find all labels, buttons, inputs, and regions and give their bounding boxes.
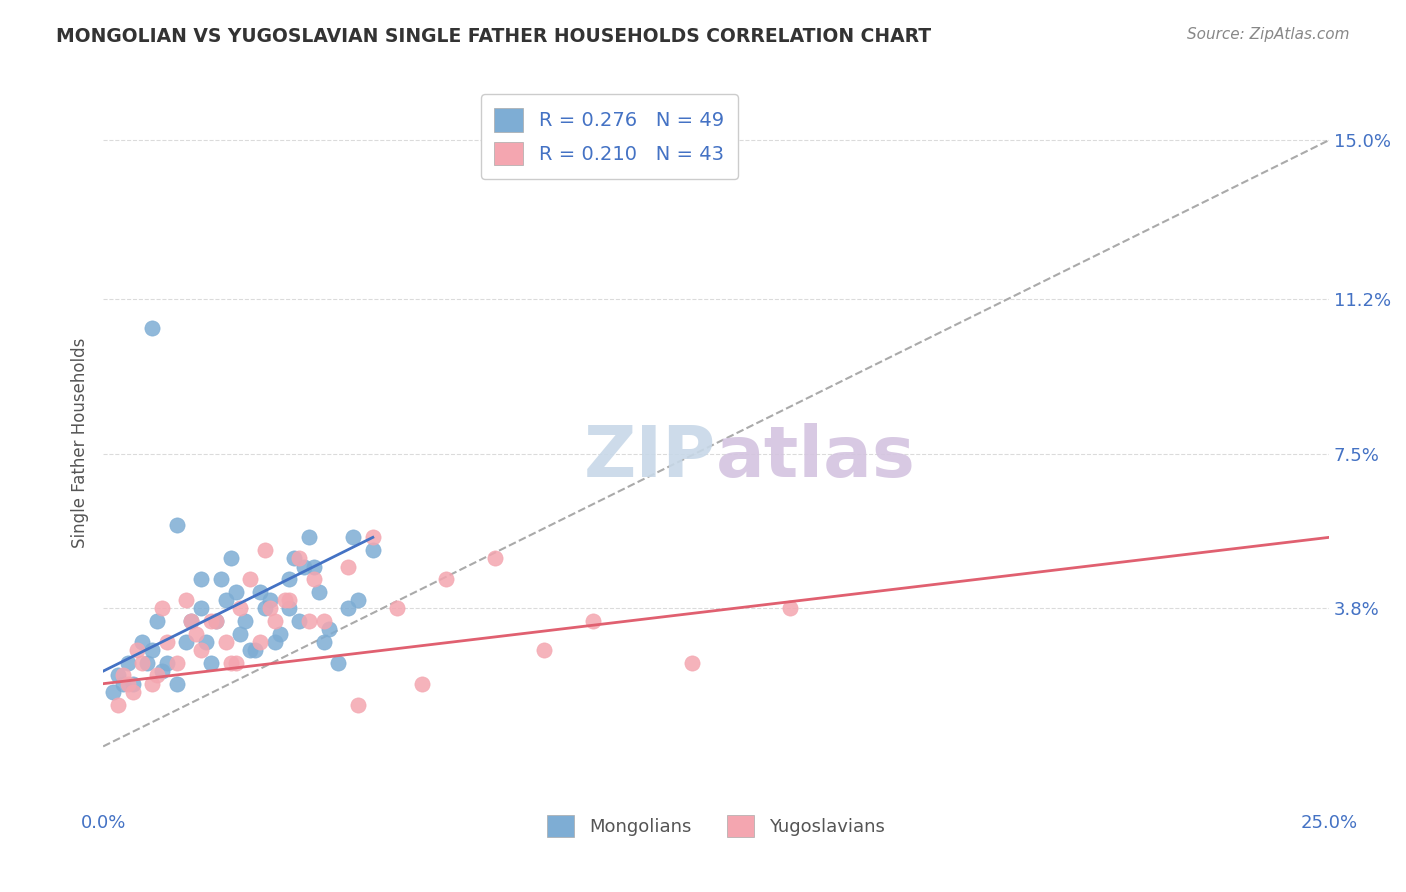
Point xyxy=(209,572,232,586)
Point xyxy=(121,685,143,699)
Point xyxy=(342,530,364,544)
Point xyxy=(302,572,325,586)
Point xyxy=(190,643,212,657)
Text: Source: ZipAtlas.com: Source: ZipAtlas.com xyxy=(1187,27,1350,42)
Point xyxy=(219,656,242,670)
Point xyxy=(180,614,202,628)
Point xyxy=(337,601,360,615)
Point xyxy=(219,551,242,566)
Point xyxy=(361,542,384,557)
Point xyxy=(141,643,163,657)
Point xyxy=(243,643,266,657)
Point xyxy=(298,530,321,544)
Point xyxy=(215,593,238,607)
Point xyxy=(176,635,198,649)
Point xyxy=(249,635,271,649)
Point xyxy=(111,668,134,682)
Point xyxy=(298,614,321,628)
Point xyxy=(131,635,153,649)
Point xyxy=(166,676,188,690)
Point xyxy=(156,635,179,649)
Point xyxy=(253,601,276,615)
Point xyxy=(318,623,340,637)
Point xyxy=(233,614,256,628)
Point xyxy=(186,626,208,640)
Point xyxy=(259,593,281,607)
Point xyxy=(278,572,301,586)
Point xyxy=(337,559,360,574)
Point xyxy=(434,572,457,586)
Point xyxy=(200,656,222,670)
Point xyxy=(225,656,247,670)
Point xyxy=(229,626,252,640)
Point xyxy=(347,593,370,607)
Text: ZIP: ZIP xyxy=(583,424,716,492)
Point xyxy=(225,584,247,599)
Point xyxy=(292,559,315,574)
Point xyxy=(107,668,129,682)
Y-axis label: Single Father Households: Single Father Households xyxy=(72,338,89,549)
Point xyxy=(283,551,305,566)
Point xyxy=(347,698,370,712)
Point xyxy=(150,664,173,678)
Point xyxy=(239,572,262,586)
Point xyxy=(387,601,409,615)
Point xyxy=(195,635,218,649)
Point xyxy=(141,321,163,335)
Point xyxy=(779,601,801,615)
Point xyxy=(146,668,169,682)
Point xyxy=(269,626,291,640)
Point xyxy=(249,584,271,599)
Point xyxy=(278,601,301,615)
Point xyxy=(176,593,198,607)
Point xyxy=(308,584,330,599)
Point xyxy=(146,614,169,628)
Point xyxy=(533,643,555,657)
Point xyxy=(117,656,139,670)
Point xyxy=(215,635,238,649)
Point xyxy=(263,635,285,649)
Point xyxy=(200,614,222,628)
Point xyxy=(205,614,228,628)
Point xyxy=(582,614,605,628)
Point xyxy=(411,676,433,690)
Point xyxy=(180,614,202,628)
Point xyxy=(150,601,173,615)
Point xyxy=(288,614,311,628)
Point xyxy=(312,614,335,628)
Point xyxy=(312,635,335,649)
Point xyxy=(288,551,311,566)
Point xyxy=(127,643,149,657)
Point xyxy=(361,530,384,544)
Point xyxy=(101,685,124,699)
Point xyxy=(107,698,129,712)
Point xyxy=(117,676,139,690)
Point xyxy=(263,614,285,628)
Text: MONGOLIAN VS YUGOSLAVIAN SINGLE FATHER HOUSEHOLDS CORRELATION CHART: MONGOLIAN VS YUGOSLAVIAN SINGLE FATHER H… xyxy=(56,27,931,45)
Point xyxy=(141,676,163,690)
Point xyxy=(681,656,703,670)
Point xyxy=(253,542,276,557)
Point xyxy=(239,643,262,657)
Point xyxy=(121,676,143,690)
Point xyxy=(190,572,212,586)
Point xyxy=(484,551,506,566)
Point xyxy=(302,559,325,574)
Point xyxy=(328,656,350,670)
Point xyxy=(166,656,188,670)
Point xyxy=(166,517,188,532)
Legend: Mongolians, Yugoslavians: Mongolians, Yugoslavians xyxy=(540,807,891,844)
Point xyxy=(136,656,159,670)
Point xyxy=(229,601,252,615)
Text: atlas: atlas xyxy=(716,424,915,492)
Point xyxy=(205,614,228,628)
Point xyxy=(259,601,281,615)
Point xyxy=(273,593,295,607)
Point xyxy=(111,676,134,690)
Point xyxy=(131,656,153,670)
Point xyxy=(156,656,179,670)
Point xyxy=(278,593,301,607)
Point xyxy=(190,601,212,615)
